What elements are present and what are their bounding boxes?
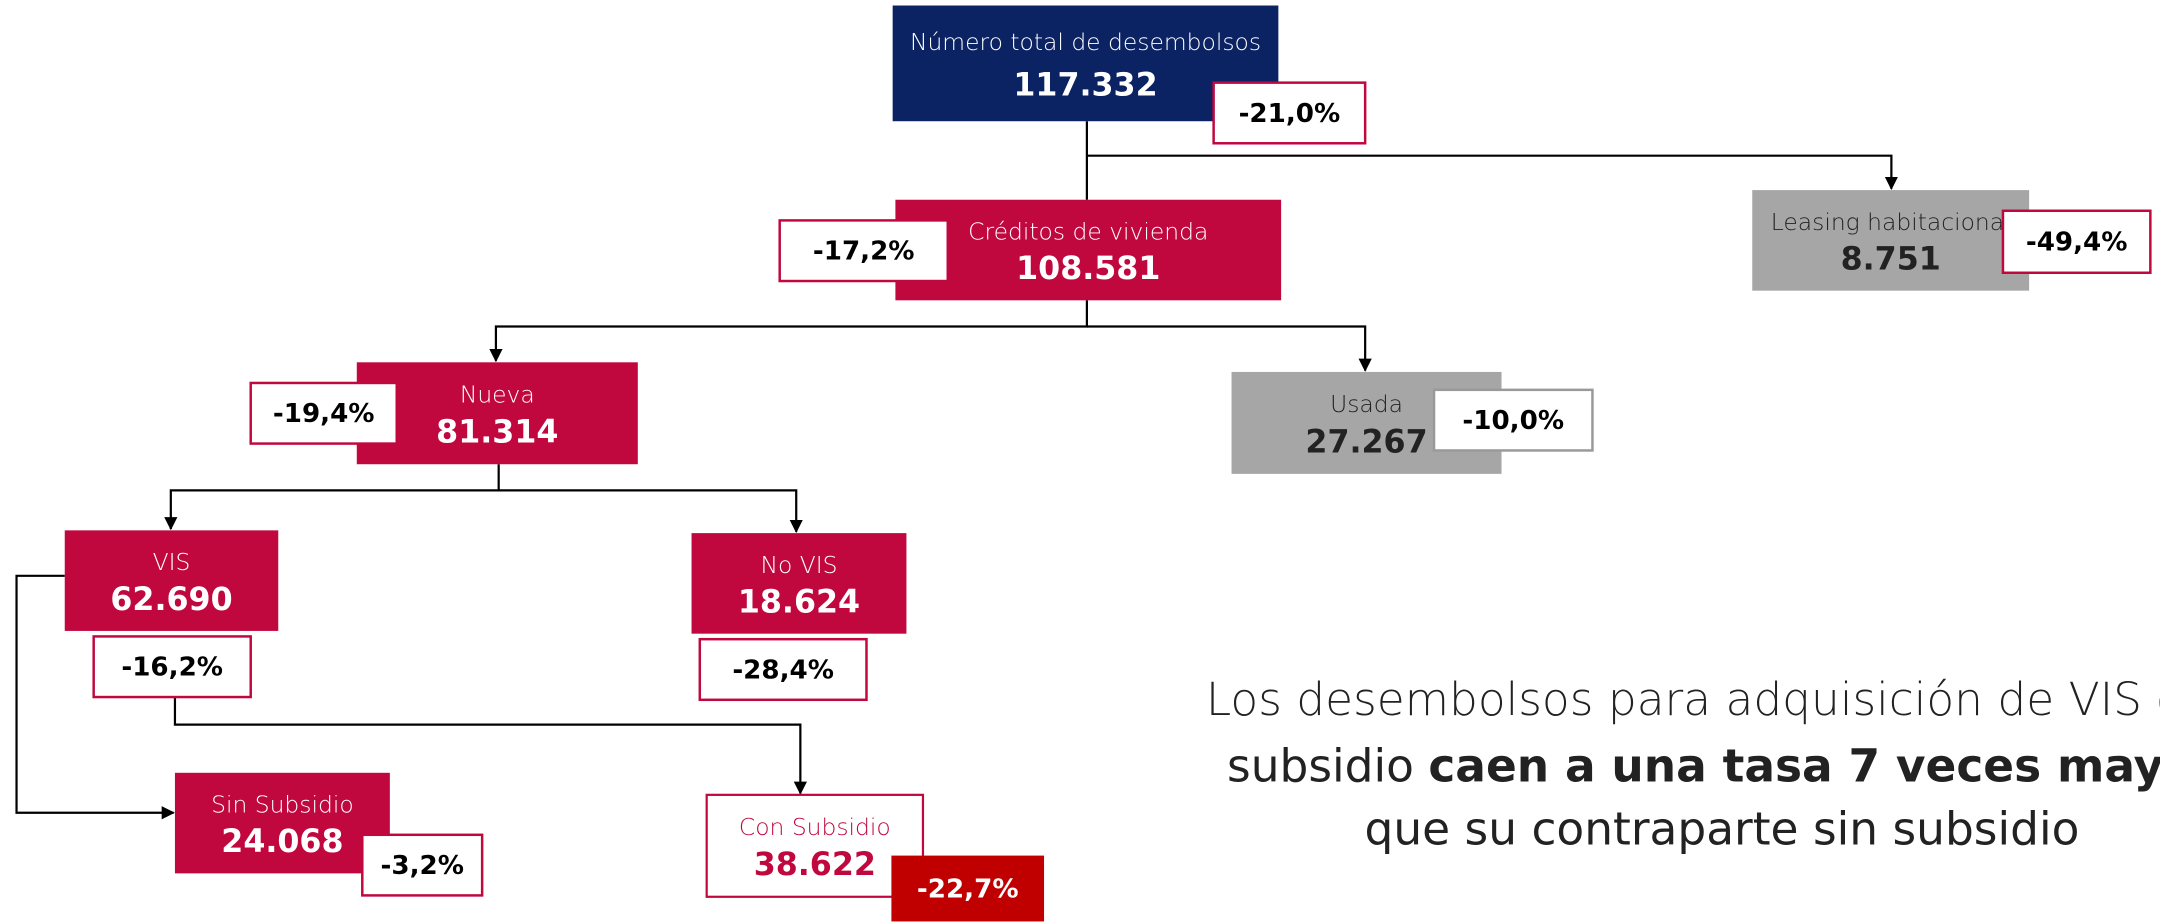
node-value: 62.690 xyxy=(110,582,232,618)
connector xyxy=(498,489,803,534)
change-value: -21,0% xyxy=(1239,99,1341,129)
node-label: VIS xyxy=(153,548,191,576)
node-label: No VIS xyxy=(760,551,837,579)
node-value: 18.624 xyxy=(738,585,860,621)
connector xyxy=(1086,154,1898,191)
change-box xyxy=(361,833,484,897)
node-label: Nueva xyxy=(460,380,535,408)
change-box xyxy=(778,219,949,283)
change-value: -16,2% xyxy=(121,653,223,683)
change-box xyxy=(891,855,1045,922)
note-text: subsidio xyxy=(1227,739,1428,792)
connector xyxy=(15,574,175,820)
node-value: 81.314 xyxy=(436,415,558,451)
note-line: que su contraparte sin subsidio xyxy=(1365,803,2080,856)
node-label: Créditos de vivienda xyxy=(968,217,1208,245)
connector xyxy=(173,697,807,795)
node-value: 117.332 xyxy=(1013,68,1157,104)
note-line: Los desembolsos para adquisición de VIS … xyxy=(1206,673,2160,726)
node-label: Con Subsidio xyxy=(739,813,891,841)
node-box xyxy=(174,772,390,874)
node-value: 24.068 xyxy=(221,824,343,860)
node-box xyxy=(356,362,638,465)
change-box xyxy=(2001,209,2152,274)
node-value: 108.581 xyxy=(1016,251,1160,287)
node-label: Sin Subsidio xyxy=(211,790,354,818)
node-label: Número total de desembolsos xyxy=(910,28,1261,56)
nodes: Número total de desembolsos 117.332 -21,0%… xyxy=(64,5,2152,922)
connector xyxy=(1086,325,1372,372)
node-value: 38.622 xyxy=(754,847,876,883)
change-value: -17,2% xyxy=(813,237,915,267)
node-box xyxy=(1752,190,2030,291)
change-value: -28,4% xyxy=(732,655,834,685)
change-box xyxy=(1212,81,1367,145)
change-value: -10,0% xyxy=(1462,406,1564,436)
change-value: -22,7% xyxy=(917,874,1019,904)
node-box xyxy=(705,793,925,898)
change-box xyxy=(1432,388,1594,452)
change-box xyxy=(92,635,252,699)
node-label: Usada xyxy=(1330,390,1403,418)
change-value: -19,4% xyxy=(273,399,375,429)
node-label: Leasing habitacional xyxy=(1771,208,2011,236)
note-bold: caen a una tasa 7 veces mayor xyxy=(1428,739,2160,792)
node-box xyxy=(895,199,1282,301)
node-value: 8.751 xyxy=(1841,241,1941,277)
connector xyxy=(489,300,1088,363)
change-value: -3,2% xyxy=(381,851,464,881)
node-box xyxy=(691,533,907,634)
note-line: subsidio caen a una tasa 7 veces mayor xyxy=(1227,739,2160,792)
node-box xyxy=(64,530,279,631)
change-box xyxy=(249,381,398,445)
change-box xyxy=(698,637,868,702)
connector xyxy=(164,464,500,531)
connectors xyxy=(15,121,1898,820)
change-value: -49,4% xyxy=(2026,228,2128,258)
node-value: 27.267 xyxy=(1305,424,1427,460)
